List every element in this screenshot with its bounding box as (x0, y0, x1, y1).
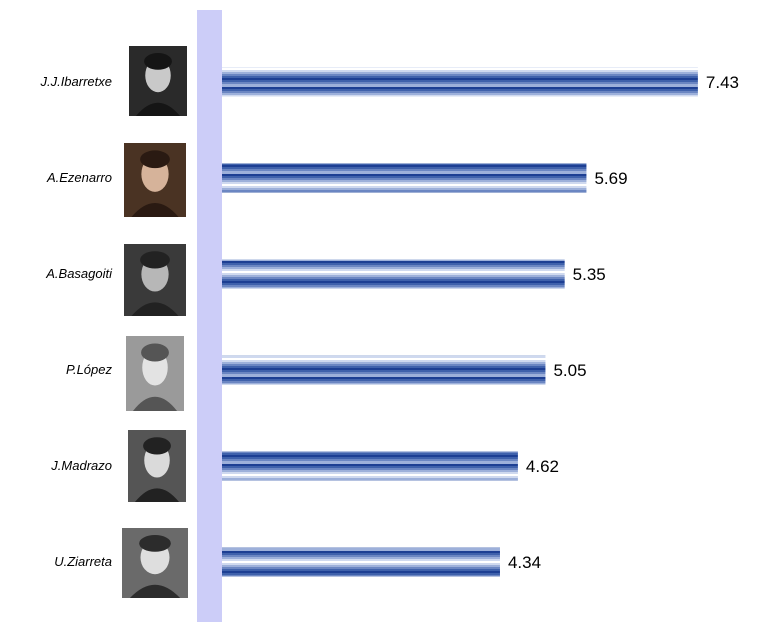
value-label: 5.35 (573, 265, 606, 284)
bar-rows: 7.43 J.J.Ibarretxe 5.69 A.Ezenarro 5.35 A.Bas… (39, 46, 739, 598)
value-label: 7.43 (706, 73, 739, 92)
value-label: 5.69 (594, 169, 627, 188)
portrait-photo-icon (129, 46, 187, 116)
portrait-photo-icon (124, 143, 186, 217)
bar (222, 547, 500, 577)
category-label: A.Ezenarro (46, 170, 112, 185)
value-label: 4.34 (508, 553, 541, 572)
portrait-photo-icon (128, 430, 186, 502)
category-label: U.Ziarreta (54, 554, 112, 569)
value-label: 4.62 (526, 457, 559, 476)
value-label: 5.05 (553, 361, 586, 380)
category-label: J.Madrazo (50, 458, 112, 473)
bar (222, 355, 546, 385)
bar (222, 259, 565, 289)
bar (222, 163, 587, 193)
bar (222, 67, 698, 97)
category-label: P.López (66, 362, 113, 377)
portrait-photo-icon (124, 244, 186, 316)
portrait-photo-icon (126, 336, 184, 411)
portrait-photo-icon (122, 528, 188, 598)
bar (222, 451, 518, 481)
axis-band (197, 10, 222, 622)
category-label: J.J.Ibarretxe (39, 74, 112, 89)
category-label: A.Basagoiti (45, 266, 113, 281)
